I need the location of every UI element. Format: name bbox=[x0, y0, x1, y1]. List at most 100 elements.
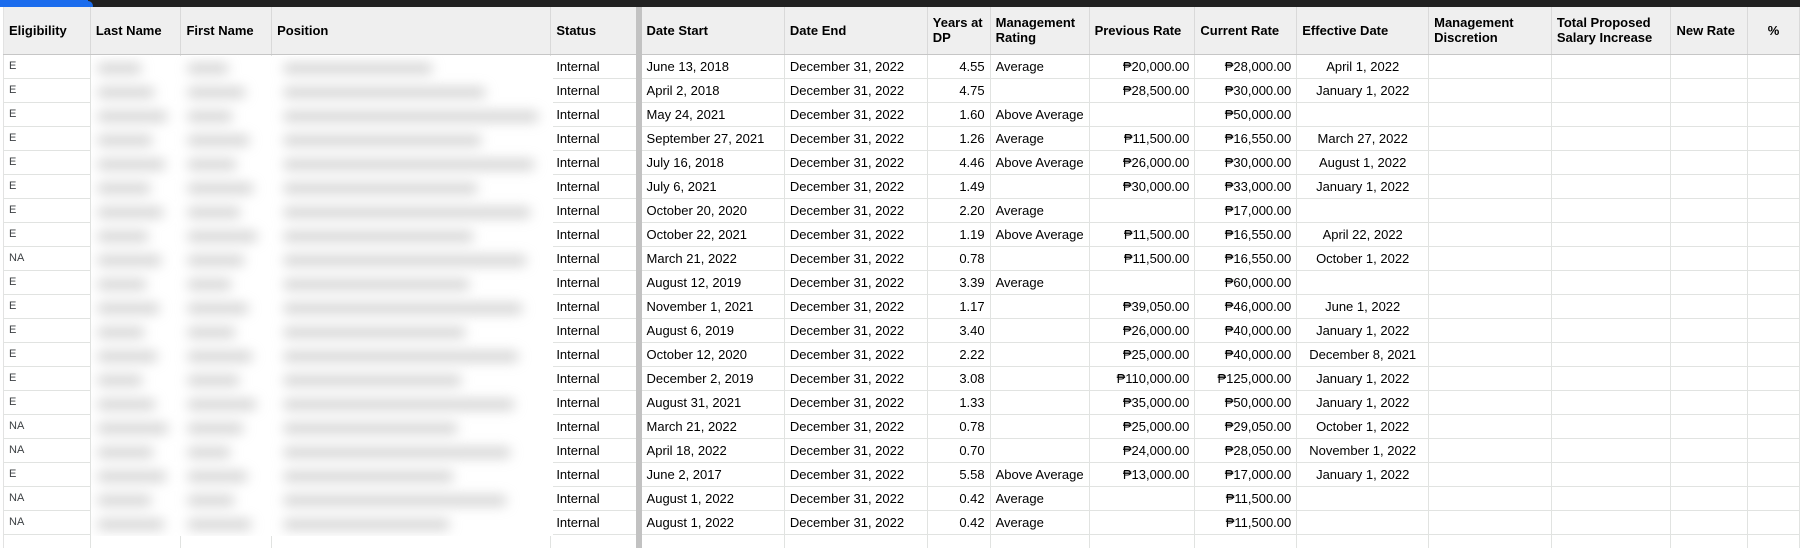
cell-new_rate[interactable] bbox=[1670, 510, 1749, 535]
cell-effective_date[interactable]: April 22, 2022 bbox=[1296, 222, 1430, 247]
cell-total_proposed_salary_increase[interactable] bbox=[1551, 366, 1672, 391]
column-header-first_name[interactable]: First Name bbox=[180, 7, 273, 55]
cell-previous_rate[interactable]: ₱110,000.00 bbox=[1089, 366, 1196, 391]
cell-date_start[interactable]: August 31, 2021 bbox=[638, 390, 785, 415]
cell-status[interactable]: Internal bbox=[550, 246, 642, 271]
cell-percent[interactable] bbox=[1747, 102, 1800, 127]
cell-management_discretion[interactable] bbox=[1428, 150, 1552, 175]
cell-percent[interactable] bbox=[1747, 318, 1800, 343]
cell-status[interactable]: Internal bbox=[550, 510, 642, 535]
cell-management_discretion[interactable] bbox=[1428, 414, 1552, 439]
cell-previous_rate[interactable] bbox=[1089, 102, 1196, 127]
cell-previous_rate[interactable] bbox=[1089, 270, 1196, 295]
cell-empty[interactable] bbox=[990, 534, 1090, 548]
cell-date_end[interactable]: December 31, 2022 bbox=[784, 318, 928, 343]
cell-percent[interactable] bbox=[1747, 270, 1800, 295]
cell-previous_rate[interactable]: ₱11,500.00 bbox=[1089, 246, 1196, 271]
cell-status[interactable]: Internal bbox=[550, 150, 642, 175]
cell-previous_rate[interactable] bbox=[1089, 198, 1196, 223]
cell-date_start[interactable]: March 21, 2022 bbox=[638, 414, 785, 439]
column-header-date_end[interactable]: Date End bbox=[784, 7, 928, 55]
cell-status[interactable]: Internal bbox=[550, 414, 642, 439]
cell-current_rate[interactable]: ₱17,000.00 bbox=[1194, 462, 1298, 487]
cell-percent[interactable] bbox=[1747, 174, 1800, 199]
cell-current_rate[interactable]: ₱125,000.00 bbox=[1194, 366, 1298, 391]
cell-new_rate[interactable] bbox=[1670, 318, 1749, 343]
cell-current_rate[interactable]: ₱33,000.00 bbox=[1194, 174, 1298, 199]
cell-new_rate[interactable] bbox=[1670, 270, 1749, 295]
cell-date_end[interactable]: December 31, 2022 bbox=[784, 246, 928, 271]
column-header-last_name[interactable]: Last Name bbox=[90, 7, 182, 55]
cell-total_proposed_salary_increase[interactable] bbox=[1551, 510, 1672, 535]
cell-date_end[interactable]: December 31, 2022 bbox=[784, 510, 928, 535]
cell-date_start[interactable]: August 6, 2019 bbox=[638, 318, 785, 343]
cell-percent[interactable] bbox=[1747, 294, 1800, 319]
cell-management_rating[interactable] bbox=[990, 318, 1090, 343]
cell-current_rate[interactable]: ₱60,000.00 bbox=[1194, 270, 1298, 295]
cell-years_at_dp[interactable]: 3.39 bbox=[927, 270, 991, 295]
cell-current_rate[interactable]: ₱40,000.00 bbox=[1194, 342, 1298, 367]
cell-current_rate[interactable]: ₱16,550.00 bbox=[1194, 246, 1298, 271]
cell-new_rate[interactable] bbox=[1670, 414, 1749, 439]
cell-percent[interactable] bbox=[1747, 78, 1800, 103]
cell-total_proposed_salary_increase[interactable] bbox=[1551, 198, 1672, 223]
cell-eligibility[interactable]: E bbox=[3, 342, 91, 367]
cell-management_discretion[interactable] bbox=[1428, 390, 1552, 415]
cell-effective_date[interactable]: January 1, 2022 bbox=[1296, 366, 1430, 391]
cell-empty[interactable] bbox=[90, 534, 182, 548]
column-header-eligibility[interactable]: Eligibility bbox=[3, 7, 91, 55]
cell-years_at_dp[interactable]: 0.70 bbox=[927, 438, 991, 463]
cell-effective_date[interactable]: January 1, 2022 bbox=[1296, 78, 1430, 103]
cell-years_at_dp[interactable]: 2.22 bbox=[927, 342, 991, 367]
cell-current_rate[interactable]: ₱16,550.00 bbox=[1194, 222, 1298, 247]
cell-current_rate[interactable]: ₱16,550.00 bbox=[1194, 126, 1298, 151]
cell-date_end[interactable]: December 31, 2022 bbox=[784, 462, 928, 487]
cell-effective_date[interactable] bbox=[1296, 486, 1430, 511]
cell-percent[interactable] bbox=[1747, 198, 1800, 223]
cell-empty[interactable] bbox=[638, 534, 785, 548]
cell-empty[interactable] bbox=[180, 534, 273, 548]
cell-years_at_dp[interactable]: 1.26 bbox=[927, 126, 991, 151]
cell-years_at_dp[interactable]: 0.42 bbox=[927, 510, 991, 535]
cell-empty[interactable] bbox=[1551, 534, 1672, 548]
cell-total_proposed_salary_increase[interactable] bbox=[1551, 150, 1672, 175]
cell-eligibility[interactable]: E bbox=[3, 462, 91, 487]
cell-eligibility[interactable]: E bbox=[3, 78, 91, 103]
cell-management_discretion[interactable] bbox=[1428, 174, 1552, 199]
cell-empty[interactable] bbox=[1428, 534, 1552, 548]
cell-previous_rate[interactable]: ₱11,500.00 bbox=[1089, 222, 1196, 247]
cell-percent[interactable] bbox=[1747, 126, 1800, 151]
cell-status[interactable]: Internal bbox=[550, 78, 642, 103]
cell-percent[interactable] bbox=[1747, 222, 1800, 247]
cell-years_at_dp[interactable]: 1.33 bbox=[927, 390, 991, 415]
cell-previous_rate[interactable]: ₱20,000.00 bbox=[1089, 54, 1196, 79]
cell-eligibility[interactable]: E bbox=[3, 270, 91, 295]
cell-management_rating[interactable]: Above Average bbox=[990, 102, 1090, 127]
column-header-total_proposed_salary_increase[interactable]: Total Proposed Salary Increase bbox=[1551, 7, 1672, 55]
cell-new_rate[interactable] bbox=[1670, 294, 1749, 319]
cell-total_proposed_salary_increase[interactable] bbox=[1551, 174, 1672, 199]
cell-previous_rate[interactable]: ₱25,000.00 bbox=[1089, 342, 1196, 367]
cell-status[interactable]: Internal bbox=[550, 390, 642, 415]
cell-total_proposed_salary_increase[interactable] bbox=[1551, 222, 1672, 247]
cell-management_rating[interactable] bbox=[990, 366, 1090, 391]
cell-status[interactable]: Internal bbox=[550, 366, 642, 391]
cell-previous_rate[interactable]: ₱39,050.00 bbox=[1089, 294, 1196, 319]
cell-date_end[interactable]: December 31, 2022 bbox=[784, 390, 928, 415]
cell-date_start[interactable]: March 21, 2022 bbox=[638, 246, 785, 271]
cell-status[interactable]: Internal bbox=[550, 102, 642, 127]
cell-new_rate[interactable] bbox=[1670, 78, 1749, 103]
cell-date_end[interactable]: December 31, 2022 bbox=[784, 78, 928, 103]
cell-total_proposed_salary_increase[interactable] bbox=[1551, 462, 1672, 487]
column-header-effective_date[interactable]: Effective Date bbox=[1296, 7, 1430, 55]
cell-percent[interactable] bbox=[1747, 366, 1800, 391]
cell-total_proposed_salary_increase[interactable] bbox=[1551, 102, 1672, 127]
cell-effective_date[interactable]: October 1, 2022 bbox=[1296, 246, 1430, 271]
cell-management_discretion[interactable] bbox=[1428, 126, 1552, 151]
cell-management_discretion[interactable] bbox=[1428, 270, 1552, 295]
cell-management_discretion[interactable] bbox=[1428, 102, 1552, 127]
cell-new_rate[interactable] bbox=[1670, 390, 1749, 415]
column-header-previous_rate[interactable]: Previous Rate bbox=[1089, 7, 1196, 55]
cell-date_start[interactable]: July 16, 2018 bbox=[638, 150, 785, 175]
cell-percent[interactable] bbox=[1747, 414, 1800, 439]
